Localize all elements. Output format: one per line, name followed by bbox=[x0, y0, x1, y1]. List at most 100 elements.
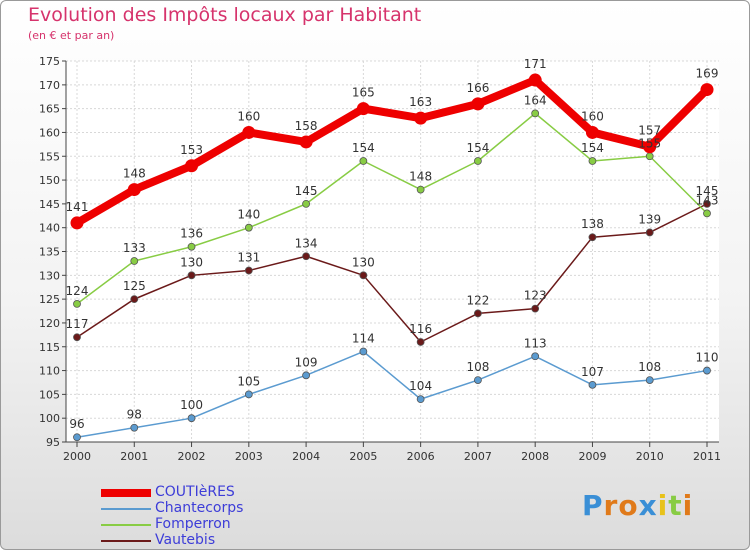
data-label: 143 bbox=[696, 193, 719, 207]
y-tick-label: 175 bbox=[39, 55, 60, 68]
x-tick-label: 2001 bbox=[120, 450, 148, 463]
y-tick-label: 95 bbox=[46, 436, 60, 449]
x-tick-label: 2000 bbox=[63, 450, 91, 463]
data-label: 98 bbox=[127, 408, 142, 422]
y-tick-label: 165 bbox=[39, 103, 60, 116]
data-point bbox=[359, 347, 368, 356]
data-point bbox=[244, 390, 253, 399]
data-label: 100 bbox=[180, 398, 203, 412]
series-line-vautebis bbox=[76, 203, 708, 343]
data-point bbox=[585, 125, 599, 139]
y-tick-label: 110 bbox=[39, 365, 60, 378]
logo-letter: i bbox=[657, 489, 669, 522]
data-point bbox=[299, 135, 313, 149]
legend-swatch bbox=[101, 524, 151, 526]
x-tick-label: 2004 bbox=[292, 450, 320, 463]
data-point bbox=[356, 102, 370, 116]
data-label: 140 bbox=[237, 208, 260, 222]
data-label: 107 bbox=[581, 365, 604, 379]
data-point bbox=[70, 216, 84, 230]
data-label: 169 bbox=[696, 67, 719, 81]
data-point bbox=[244, 223, 253, 232]
data-point bbox=[302, 371, 310, 380]
data-point bbox=[471, 97, 485, 111]
data-label: 124 bbox=[66, 284, 89, 298]
data-label: 105 bbox=[237, 374, 260, 388]
x-tick-label: 2006 bbox=[407, 450, 435, 463]
data-point bbox=[187, 271, 196, 280]
data-point bbox=[242, 125, 256, 139]
data-point bbox=[416, 338, 425, 346]
y-tick-label: 145 bbox=[39, 198, 60, 211]
data-point bbox=[703, 366, 711, 375]
data-point bbox=[359, 271, 368, 280]
data-point bbox=[187, 414, 196, 423]
chart-subtitle: (en € et par an) bbox=[28, 29, 115, 42]
data-label: 153 bbox=[180, 143, 203, 157]
legend-label: Fomperron bbox=[155, 516, 231, 532]
data-label: 117 bbox=[66, 317, 89, 331]
data-label: 136 bbox=[180, 227, 203, 241]
data-label: 165 bbox=[352, 86, 375, 100]
legend-swatch bbox=[101, 540, 151, 542]
data-point bbox=[474, 309, 482, 318]
data-label: 109 bbox=[295, 355, 318, 369]
data-label: 166 bbox=[466, 81, 489, 95]
data-label: 154 bbox=[466, 141, 489, 155]
data-point bbox=[414, 111, 428, 125]
y-tick-label: 140 bbox=[39, 222, 60, 235]
y-tick-label: 130 bbox=[39, 269, 60, 282]
x-tick-label: 2008 bbox=[521, 450, 549, 463]
x-tick-label: 2009 bbox=[578, 450, 606, 463]
legend-label: Chantecorps bbox=[155, 500, 244, 516]
data-point bbox=[474, 376, 482, 384]
logo-letter: i bbox=[682, 489, 694, 522]
data-point bbox=[127, 183, 141, 197]
data-label: 108 bbox=[638, 360, 661, 374]
data-point bbox=[244, 266, 253, 275]
y-tick-label: 115 bbox=[39, 341, 60, 354]
data-label: 148 bbox=[123, 167, 146, 181]
data-label: 123 bbox=[524, 289, 547, 303]
series-line-fomperron bbox=[76, 112, 708, 305]
data-point bbox=[73, 333, 81, 342]
logo-letter: x bbox=[638, 489, 658, 522]
y-tick-label: 170 bbox=[39, 79, 60, 92]
data-label: 141 bbox=[66, 200, 89, 214]
data-label: 148 bbox=[409, 170, 432, 184]
data-label: 113 bbox=[524, 336, 547, 350]
data-point bbox=[474, 157, 482, 165]
data-point bbox=[703, 199, 711, 208]
x-tick-label: 2007 bbox=[464, 450, 492, 463]
data-label: 130 bbox=[352, 255, 375, 269]
data-label: 145 bbox=[295, 184, 318, 198]
data-label: 154 bbox=[581, 141, 604, 155]
legend-swatch bbox=[101, 508, 151, 510]
data-label: 163 bbox=[409, 95, 432, 109]
data-point bbox=[302, 199, 310, 208]
data-point bbox=[528, 73, 542, 87]
data-point bbox=[643, 140, 657, 154]
data-point bbox=[359, 157, 368, 165]
data-label: 164 bbox=[524, 93, 547, 107]
data-label: 160 bbox=[581, 109, 604, 123]
legend-label: COUTIèRES bbox=[155, 484, 235, 500]
logo-letter: t bbox=[668, 489, 683, 522]
data-label: 122 bbox=[466, 293, 489, 307]
y-tick-label: 135 bbox=[39, 246, 60, 259]
data-point bbox=[185, 159, 199, 173]
x-tick-label: 2003 bbox=[235, 450, 263, 463]
data-label: 131 bbox=[237, 251, 260, 265]
data-label: 145 bbox=[696, 184, 719, 198]
data-label: 157 bbox=[638, 124, 661, 138]
data-label: 130 bbox=[180, 255, 203, 269]
data-label: 96 bbox=[69, 417, 84, 431]
data-point bbox=[531, 352, 540, 361]
data-point bbox=[130, 257, 139, 265]
data-point bbox=[588, 233, 597, 242]
data-label: 108 bbox=[466, 360, 489, 374]
data-point bbox=[703, 209, 711, 218]
y-tick-label: 100 bbox=[39, 412, 60, 425]
